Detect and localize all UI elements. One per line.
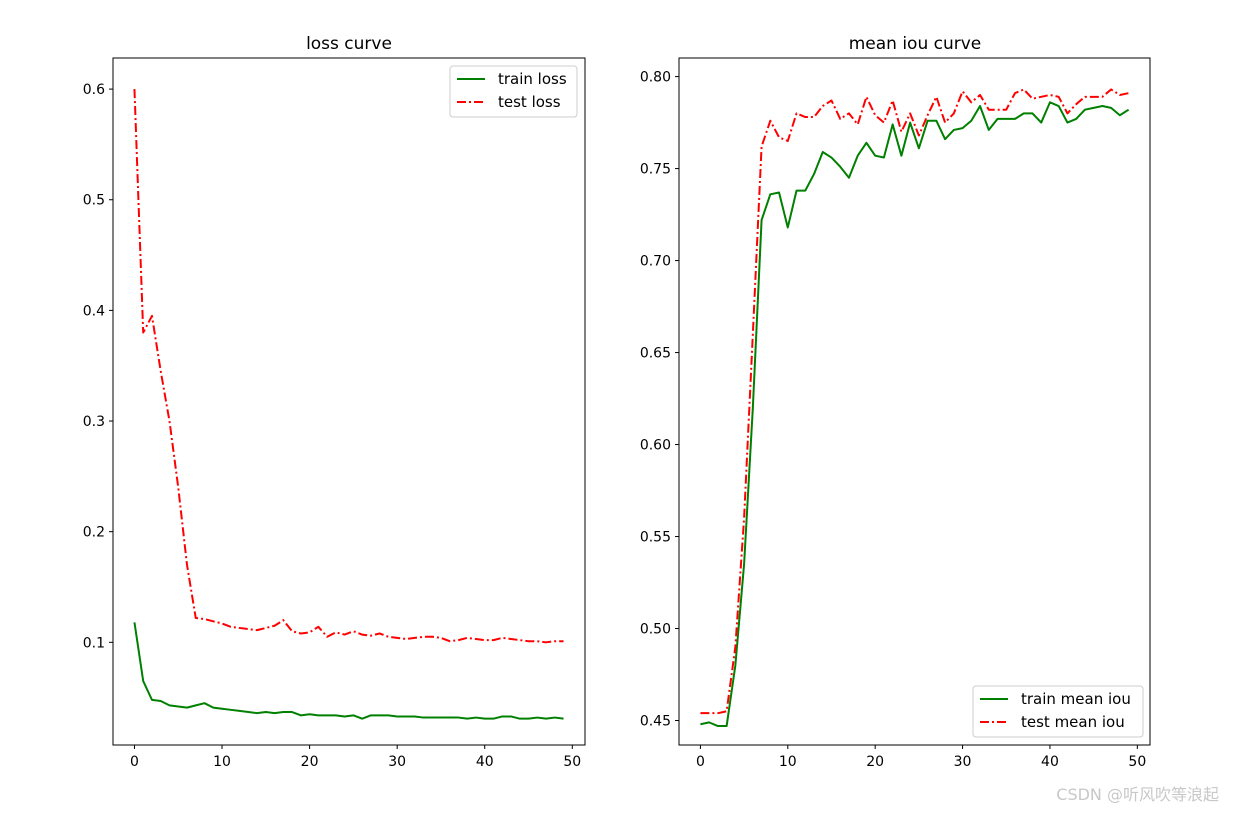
- mean-iou-chart-legend: train mean iou test mean iou: [972, 685, 1144, 738]
- mean-iou-chart-x-axis: 0 10 20 30 40 50: [696, 745, 1146, 770]
- loss-chart-y-tick-label: 0.4: [83, 303, 105, 319]
- mean-iou-chart-lines: [700, 88, 1130, 728]
- mean-iou-chart-series-train: [700, 101, 1130, 728]
- mean-iou-chart-series-test: [700, 88, 1129, 715]
- mean-iou-chart-y-tick-label: 0.70: [640, 254, 671, 270]
- mean-iou-chart-y-tick-label: 0.50: [640, 622, 671, 638]
- loss-chart-x-tick-label: 20: [301, 754, 319, 770]
- loss-chart-lines: [133, 89, 564, 720]
- mean-iou-chart-y-tick-label: 0.60: [640, 438, 671, 454]
- loss-chart-title: loss curve: [306, 34, 392, 54]
- mean-iou-chart-x-tick-label: 30: [954, 754, 972, 770]
- mean-iou-chart-legend-label: train mean iou: [1021, 690, 1131, 708]
- mean-iou-chart-x-tick-label: 0: [696, 754, 705, 770]
- loss-chart-x-tick-label: 40: [476, 754, 494, 770]
- loss-chart-x-tick-label: 10: [213, 754, 231, 770]
- loss-chart-legend-label: train loss: [498, 70, 567, 88]
- mean-iou-chart: mean iou curve 0 10 20 30 40 50 0.450.500.550…: [640, 34, 1151, 770]
- loss-chart-y-tick-label: 0.6: [83, 82, 105, 98]
- mean-iou-chart-title: mean iou curve: [849, 34, 982, 54]
- mean-iou-chart-y-axis: 0.45 0.50 0.55 0.60 0.65 0.70 0.75 0.80: [640, 70, 679, 730]
- mean-iou-chart-x-tick-label: 10: [779, 754, 797, 770]
- loss-chart-x-axis: 0 10 20 30 40 50: [130, 745, 581, 770]
- mean-iou-chart-legend-label: test mean iou: [1021, 713, 1125, 731]
- loss-chart-x-tick-label: 30: [388, 754, 406, 770]
- loss-chart-y-tick-label: 0.1: [83, 635, 105, 651]
- loss-chart: loss curve 0 10 20 30 40 50 0.10.20.30.40.50.…: [83, 34, 586, 770]
- loss-chart-y-axis: 0.1 0.2 0.3 0.4 0.5 0.6: [83, 82, 113, 651]
- loss-chart-y-tick-label: 0.5: [83, 193, 105, 209]
- mean-iou-chart-y-tick-label: 0.45: [640, 714, 671, 730]
- mean-iou-chart-y-tick-label: 0.75: [640, 162, 671, 178]
- loss-chart-x-tick-label: 50: [563, 754, 581, 770]
- watermark-text: CSDN @听风吹等浪起: [1056, 785, 1219, 804]
- mean-iou-chart-y-tick-label: 0.80: [640, 70, 671, 86]
- loss-chart-x-tick-label: 0: [130, 754, 139, 770]
- loss-chart-series-train: [133, 622, 564, 720]
- loss-chart-axes-frame: [112, 57, 586, 746]
- loss-chart-legend-label: test loss: [498, 93, 561, 111]
- mean-iou-chart-axes-frame: [678, 57, 1151, 746]
- loss-chart-series-test: [133, 89, 564, 644]
- loss-chart-y-tick-label: 0.2: [83, 525, 105, 541]
- loss-chart-y-tick-label: 0.3: [83, 414, 105, 430]
- mean-iou-chart-y-tick-label: 0.55: [640, 530, 671, 546]
- mean-iou-chart-legend-box: [972, 685, 1144, 738]
- mean-iou-chart-x-tick-label: 50: [1128, 754, 1146, 770]
- mean-iou-chart-x-tick-label: 40: [1041, 754, 1059, 770]
- loss-chart-legend: train loss test loss: [449, 65, 578, 118]
- mean-iou-chart-x-tick-label: 20: [866, 754, 884, 770]
- mean-iou-chart-y-tick-label: 0.65: [640, 346, 671, 362]
